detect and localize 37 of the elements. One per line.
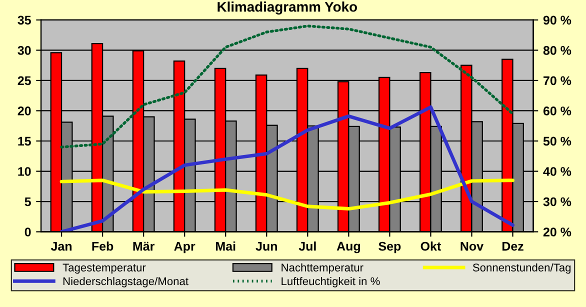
chart-title: Klimadiagramm Yoko (218, 2, 357, 15)
x-tick-label: Feb (92, 242, 114, 251)
line-series (60, 24, 514, 148)
y2-tick-label: 20 % (543, 228, 572, 236)
y-tick-label: 5 (24, 197, 31, 206)
x-tick-label: Apr (174, 242, 196, 254)
x-tick-label: Jul (298, 242, 316, 251)
y2-tick-label: 50 % (543, 136, 572, 146)
x-tick-label: Mai (216, 242, 236, 251)
y-tick-label: 0 (24, 228, 31, 236)
y2-tick-label: 40 % (543, 167, 572, 176)
legend-label: Tagestemperatur (62, 264, 146, 274)
line-series (60, 178, 514, 211)
x-tick-label: Okt (420, 242, 441, 251)
y-tick-label: 20 (18, 106, 31, 116)
y2-tick-label: 30 % (543, 197, 572, 206)
y-tick-label: 35 (18, 16, 31, 25)
x-tick-label: Mär (133, 242, 154, 251)
x-tick-label: Sep (378, 242, 401, 254)
y-tick-label: 30 (18, 46, 31, 55)
y2-tick-label: 90 % (543, 16, 572, 25)
x-tick-label: Nov (460, 242, 484, 251)
legend-label: Luftfeuchtigkeit in % (282, 277, 380, 288)
y-tick-label: 25 (18, 76, 31, 86)
legend-label: Sonnenstunden/Tag (472, 263, 571, 274)
y-tick-label: 15 (18, 136, 31, 146)
legend-label: Niederschlagstage/Monat (63, 277, 188, 288)
y2-tick-label: 80 % (543, 46, 572, 55)
y2-tick-label: 60 % (543, 106, 572, 116)
x-tick-label: Dez (502, 242, 524, 251)
y-tick-label: 10 (18, 167, 31, 176)
line-series (60, 105, 514, 232)
x-tick-label: Jun (256, 242, 277, 251)
y2-tick-label: 70 % (544, 76, 572, 86)
x-tick-label: Aug (336, 242, 360, 254)
legend-label: Nachttemperatur (282, 263, 364, 274)
x-tick-label: Jan (50, 242, 72, 251)
